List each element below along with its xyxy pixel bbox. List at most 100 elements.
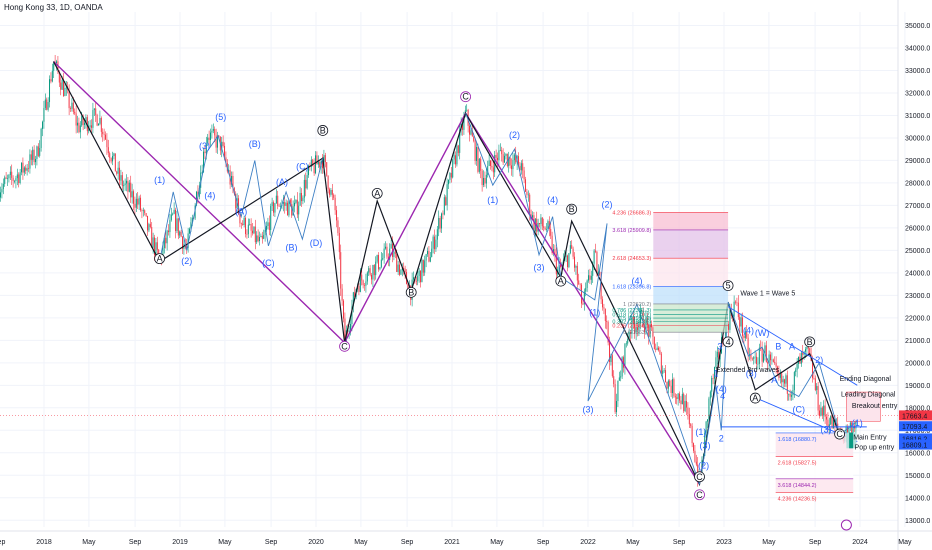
wave-label-black: C	[836, 429, 843, 439]
candle-body	[532, 215, 534, 218]
alert-icon[interactable]	[840, 519, 852, 531]
candle-body	[589, 275, 591, 280]
candle-body	[30, 154, 32, 160]
candle-body	[274, 203, 276, 213]
candle-body	[51, 70, 53, 82]
candle-body	[582, 303, 584, 305]
candle-body	[670, 385, 672, 394]
candle-body	[823, 405, 825, 416]
candle-body	[480, 158, 482, 171]
candle-body	[527, 194, 529, 196]
candle-body	[511, 165, 513, 170]
candle-body	[581, 284, 583, 304]
candle-body	[778, 372, 780, 378]
wave-label-blue: (3)	[699, 440, 710, 450]
candle-body	[198, 187, 200, 197]
wave-label-circle	[566, 203, 578, 215]
candle-body	[485, 174, 487, 184]
candle-body	[740, 317, 742, 327]
candle-body	[617, 380, 619, 402]
candle-body	[520, 163, 522, 171]
candle-body	[296, 199, 298, 215]
candle-body	[828, 424, 830, 428]
candle-body	[831, 415, 833, 429]
wave-label-black: B	[569, 204, 575, 214]
candle-body	[162, 248, 164, 261]
candle-body	[256, 235, 258, 243]
candle-body	[179, 231, 181, 236]
y-tick-label: 24000.0	[905, 270, 930, 277]
x-tick-label: May	[490, 539, 504, 546]
candle-body	[715, 357, 717, 368]
candle-body	[240, 223, 242, 224]
candle-body	[574, 256, 576, 268]
candle-body	[662, 370, 664, 374]
candle-body	[103, 133, 105, 135]
candle-body	[551, 235, 553, 254]
candle-body	[376, 255, 378, 262]
candle-body	[253, 226, 255, 234]
candle-body	[365, 281, 367, 286]
wave-label-blue: A	[789, 341, 795, 351]
x-tick-label: May	[898, 539, 912, 546]
candle-body	[180, 231, 182, 237]
candle-body	[250, 224, 252, 231]
candle-body	[837, 423, 839, 429]
candle-body	[155, 242, 157, 256]
candle-body	[593, 250, 595, 264]
candle-body	[249, 224, 251, 225]
candle-body	[228, 170, 230, 172]
candle-body	[771, 359, 773, 361]
candle-body	[413, 277, 415, 280]
candle-body	[302, 197, 304, 202]
candle-body	[620, 376, 622, 378]
candle-body	[135, 198, 137, 208]
candle-body	[809, 348, 811, 355]
candle-body	[812, 360, 814, 379]
candle-body	[7, 178, 9, 179]
candle-body	[709, 391, 711, 399]
candle-body	[168, 230, 170, 233]
candle-body	[211, 130, 213, 133]
y-tick-label: 13000.0	[905, 518, 930, 525]
wave-label-black: B	[320, 125, 326, 135]
candle-body	[652, 327, 654, 337]
candle-body	[821, 407, 823, 416]
y-tick-label: 35000.0	[905, 23, 930, 30]
candle-body	[526, 191, 528, 195]
candle-body	[628, 331, 630, 340]
candle-body	[653, 336, 655, 350]
candle-body	[609, 342, 611, 362]
candle-body	[71, 102, 73, 109]
price-tag	[899, 421, 932, 432]
candle-body	[100, 118, 102, 132]
candle-body	[93, 108, 95, 111]
candle-body	[478, 158, 480, 172]
fib-zone	[653, 286, 729, 304]
wave-label-blue: (1)	[589, 308, 600, 318]
candle-body	[560, 264, 562, 267]
fib-label: 1.618 (23396.8)	[612, 284, 651, 290]
candle-body	[23, 167, 25, 173]
candle-body	[78, 122, 80, 133]
wave-label-black: C	[696, 490, 703, 500]
candle-body	[476, 147, 478, 161]
candle-body	[254, 226, 256, 243]
price-tag-label: 16809.1	[902, 443, 927, 450]
x-tick-label: Sep	[673, 539, 686, 546]
candle-body	[263, 234, 265, 239]
candle-body	[739, 316, 741, 327]
candle-body	[600, 275, 602, 300]
candle-body	[310, 159, 312, 167]
candle-body	[35, 158, 37, 163]
wave-label-blue: (C)	[793, 404, 806, 414]
candle-body	[96, 114, 98, 126]
candle-body	[257, 235, 259, 241]
wave-label-circle	[371, 188, 383, 199]
candle-body	[847, 426, 849, 435]
candle-body	[417, 276, 419, 282]
candle-body	[455, 155, 457, 165]
candle-body	[515, 154, 517, 163]
candle-body	[796, 363, 798, 370]
